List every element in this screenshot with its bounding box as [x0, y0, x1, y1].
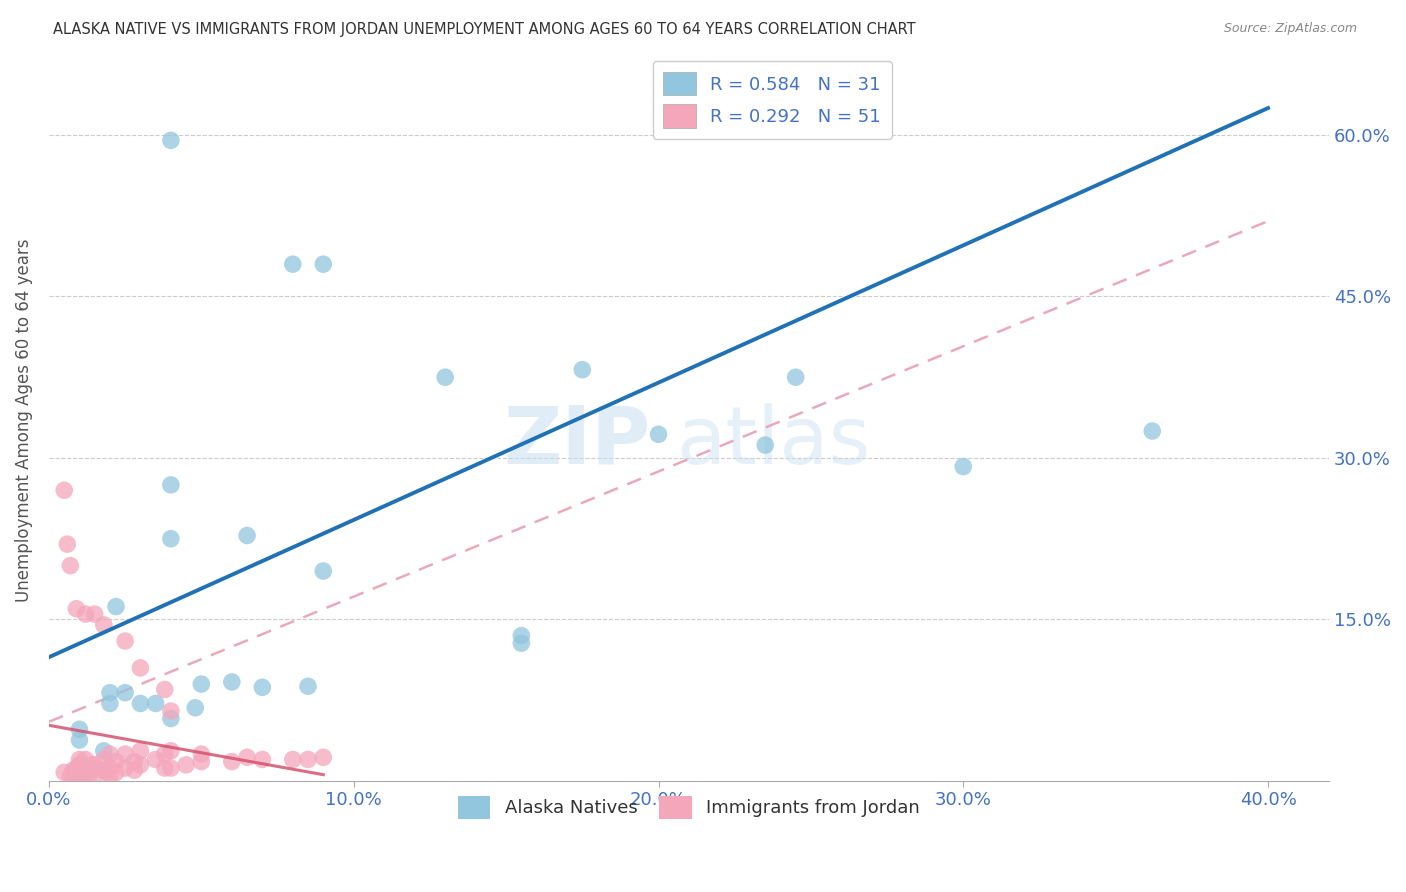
Point — [59, 769, 82, 783]
Point — [145, 752, 167, 766]
Text: ZIP: ZIP — [503, 403, 651, 481]
Point — [59, 558, 82, 573]
Point — [105, 765, 128, 780]
Point — [952, 459, 974, 474]
Point — [105, 755, 128, 769]
Point — [77, 765, 100, 780]
Point — [83, 757, 105, 772]
Point — [297, 679, 319, 693]
Point — [69, 733, 91, 747]
Point — [80, 763, 103, 777]
Point — [145, 697, 167, 711]
Point — [160, 478, 183, 492]
Point — [65, 761, 87, 775]
Point — [114, 634, 136, 648]
Point — [129, 757, 152, 772]
Point — [56, 537, 79, 551]
Point — [190, 747, 212, 761]
Point — [98, 747, 121, 761]
Point — [69, 765, 91, 780]
Point — [62, 769, 84, 783]
Point — [124, 755, 146, 769]
Point — [174, 757, 197, 772]
Point — [114, 747, 136, 761]
Point — [114, 761, 136, 775]
Point — [647, 427, 669, 442]
Point — [75, 607, 97, 621]
Point — [75, 752, 97, 766]
Text: Source: ZipAtlas.com: Source: ZipAtlas.com — [1223, 22, 1357, 36]
Point — [80, 757, 103, 772]
Point — [153, 682, 176, 697]
Point — [83, 607, 105, 621]
Point — [754, 438, 776, 452]
Point — [153, 747, 176, 761]
Point — [69, 769, 91, 783]
Point — [312, 750, 335, 764]
Point — [98, 697, 121, 711]
Point — [160, 704, 183, 718]
Point — [93, 752, 115, 766]
Point — [190, 677, 212, 691]
Point — [98, 686, 121, 700]
Point — [53, 765, 76, 780]
Point — [571, 362, 593, 376]
Point — [510, 636, 533, 650]
Point — [252, 752, 274, 766]
Point — [129, 661, 152, 675]
Point — [434, 370, 457, 384]
Point — [236, 528, 259, 542]
Point — [312, 257, 335, 271]
Point — [83, 769, 105, 783]
Point — [184, 700, 207, 714]
Point — [69, 765, 91, 780]
Point — [69, 761, 91, 775]
Point — [124, 763, 146, 777]
Point — [69, 757, 91, 772]
Point — [69, 723, 91, 737]
Point — [114, 686, 136, 700]
Point — [281, 752, 304, 766]
Point — [53, 483, 76, 498]
Point — [75, 769, 97, 783]
Point — [252, 681, 274, 695]
Legend: Alaska Natives, Immigrants from Jordan: Alaska Natives, Immigrants from Jordan — [451, 789, 927, 826]
Point — [510, 629, 533, 643]
Text: ALASKA NATIVE VS IMMIGRANTS FROM JORDAN UNEMPLOYMENT AMONG AGES 60 TO 64 YEARS C: ALASKA NATIVE VS IMMIGRANTS FROM JORDAN … — [53, 22, 917, 37]
Point — [160, 712, 183, 726]
Point — [96, 765, 118, 780]
Y-axis label: Unemployment Among Ages 60 to 64 years: Unemployment Among Ages 60 to 64 years — [15, 238, 32, 602]
Point — [190, 755, 212, 769]
Point — [69, 752, 91, 766]
Point — [785, 370, 807, 384]
Point — [65, 769, 87, 783]
Point — [236, 750, 259, 764]
Point — [160, 744, 183, 758]
Point — [312, 564, 335, 578]
Point — [221, 675, 243, 690]
Point — [160, 532, 183, 546]
Point — [297, 752, 319, 766]
Point — [129, 697, 152, 711]
Point — [69, 763, 91, 777]
Point — [221, 755, 243, 769]
Point — [65, 601, 87, 615]
Point — [160, 133, 183, 147]
Point — [93, 763, 115, 777]
Point — [105, 599, 128, 614]
Point — [75, 763, 97, 777]
Point — [153, 761, 176, 775]
Text: atlas: atlas — [676, 403, 870, 481]
Point — [1142, 424, 1164, 438]
Point — [93, 618, 115, 632]
Point — [98, 769, 121, 783]
Point — [77, 769, 100, 783]
Point — [98, 761, 121, 775]
Point — [281, 257, 304, 271]
Point — [93, 744, 115, 758]
Point — [160, 761, 183, 775]
Point — [129, 744, 152, 758]
Point — [77, 761, 100, 775]
Point — [62, 763, 84, 777]
